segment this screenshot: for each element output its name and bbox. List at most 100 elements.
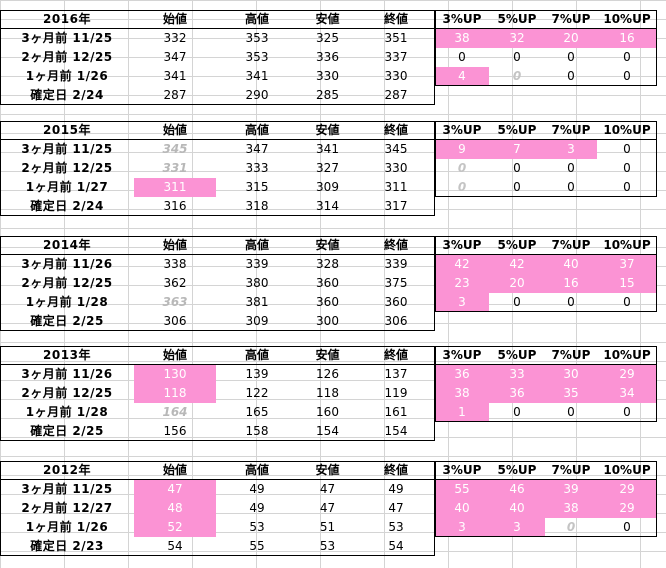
column-header-cell[interactable]: 終値: [383, 123, 408, 137]
value-cell[interactable]: 38: [435, 384, 489, 403]
column-header-cell[interactable]: 10%UP: [603, 348, 651, 362]
value-cell[interactable]: 54: [388, 539, 404, 553]
value-cell[interactable]: 54: [167, 539, 183, 553]
column-header-cell[interactable]: 始値: [162, 123, 187, 137]
value-cell[interactable]: 0: [566, 520, 576, 534]
value-cell[interactable]: [489, 86, 545, 105]
year-header-cell[interactable]: 2015年: [43, 123, 91, 137]
value-cell[interactable]: 126: [316, 367, 339, 381]
column-header-cell[interactable]: 終値: [383, 238, 408, 252]
value-cell[interactable]: 3: [435, 293, 489, 312]
row-label-cell[interactable]: 2ヶ月前 12/25: [21, 276, 113, 290]
value-cell[interactable]: 0: [567, 50, 575, 64]
value-cell[interactable]: 337: [384, 50, 408, 64]
value-cell[interactable]: 0: [457, 180, 467, 194]
value-cell[interactable]: 51: [319, 520, 336, 534]
value-cell[interactable]: 0: [513, 50, 521, 64]
value-cell[interactable]: 336: [316, 50, 339, 64]
value-cell[interactable]: 290: [245, 88, 269, 102]
value-cell[interactable]: 49: [388, 482, 404, 496]
value-cell[interactable]: [597, 312, 657, 331]
value-cell[interactable]: 165: [245, 405, 269, 419]
value-cell[interactable]: 42: [435, 255, 489, 274]
value-cell[interactable]: 47: [319, 501, 336, 515]
value-cell[interactable]: 3: [435, 518, 489, 537]
column-header-cell[interactable]: 3%UP: [442, 238, 482, 252]
value-cell[interactable]: 0: [567, 405, 575, 419]
year-header-cell[interactable]: 2013年: [43, 348, 91, 362]
value-cell[interactable]: 34: [597, 384, 657, 403]
value-cell[interactable]: [545, 86, 597, 105]
value-cell[interactable]: 0: [458, 50, 466, 64]
value-cell[interactable]: 16: [545, 274, 597, 293]
value-cell[interactable]: 29: [597, 480, 657, 499]
value-cell[interactable]: 341: [316, 142, 339, 156]
column-header-cell[interactable]: 5%UP: [497, 463, 537, 477]
value-cell[interactable]: 40: [545, 255, 597, 274]
row-label-cell[interactable]: 1ヶ月前 1/26: [25, 520, 109, 534]
value-cell[interactable]: 40: [489, 499, 545, 518]
column-header-cell[interactable]: 5%UP: [497, 348, 537, 362]
column-header-cell[interactable]: 3%UP: [442, 348, 482, 362]
value-cell[interactable]: [435, 312, 489, 331]
column-header-cell[interactable]: 高値: [244, 12, 269, 26]
value-cell[interactable]: 49: [249, 482, 265, 496]
value-cell[interactable]: 130: [134, 365, 216, 384]
row-label-cell[interactable]: 確定日 2/24: [30, 199, 104, 213]
value-cell[interactable]: 49: [249, 501, 265, 515]
value-cell[interactable]: 330: [384, 69, 408, 83]
row-label-cell[interactable]: 2ヶ月前 12/25: [21, 161, 113, 175]
value-cell[interactable]: 39: [545, 480, 597, 499]
column-header-cell[interactable]: 高値: [244, 348, 269, 362]
value-cell[interactable]: 287: [384, 88, 408, 102]
value-cell[interactable]: [435, 537, 489, 556]
value-cell[interactable]: 0: [512, 69, 522, 83]
column-header-cell[interactable]: 7%UP: [551, 463, 591, 477]
value-cell[interactable]: [597, 537, 657, 556]
row-label-cell[interactable]: 3ヶ月前 11/25: [21, 31, 113, 45]
column-header-cell[interactable]: 10%UP: [603, 123, 651, 137]
year-header-cell[interactable]: 2012年: [43, 463, 91, 477]
value-cell[interactable]: [545, 312, 597, 331]
value-cell[interactable]: 154: [384, 424, 408, 438]
value-cell[interactable]: [597, 86, 657, 105]
value-cell[interactable]: [435, 197, 489, 216]
column-header-cell[interactable]: 10%UP: [603, 12, 651, 26]
row-label-cell[interactable]: 1ヶ月前 1/28: [25, 295, 109, 309]
value-cell[interactable]: 40: [435, 499, 489, 518]
value-cell[interactable]: [435, 422, 489, 441]
row-label-cell[interactable]: 確定日 2/23: [30, 539, 104, 553]
value-cell[interactable]: 30: [545, 365, 597, 384]
value-cell[interactable]: 119: [384, 386, 408, 400]
value-cell[interactable]: 330: [384, 161, 408, 175]
column-header-cell[interactable]: 安値: [315, 238, 340, 252]
value-cell[interactable]: 38: [545, 499, 597, 518]
value-cell[interactable]: 347: [163, 50, 187, 64]
value-cell[interactable]: [597, 197, 657, 216]
value-cell[interactable]: 332: [163, 31, 187, 45]
value-cell[interactable]: 53: [388, 520, 404, 534]
column-header-cell[interactable]: 7%UP: [551, 238, 591, 252]
column-header-cell[interactable]: 安値: [315, 348, 340, 362]
value-cell[interactable]: 345: [384, 142, 408, 156]
value-cell[interactable]: 137: [384, 367, 408, 381]
row-label-cell[interactable]: 確定日 2/25: [30, 424, 104, 438]
value-cell[interactable]: 36: [435, 365, 489, 384]
column-header-cell[interactable]: 終値: [383, 12, 408, 26]
value-cell[interactable]: 360: [316, 276, 339, 290]
value-cell[interactable]: 48: [134, 499, 216, 518]
value-cell[interactable]: 55: [435, 480, 489, 499]
value-cell[interactable]: 333: [245, 161, 269, 175]
year-header-cell[interactable]: 2016年: [43, 12, 91, 26]
value-cell[interactable]: 36: [489, 384, 545, 403]
value-cell[interactable]: [545, 422, 597, 441]
column-header-cell[interactable]: 安値: [315, 12, 340, 26]
value-cell[interactable]: 7: [489, 140, 545, 159]
value-cell[interactable]: 9: [435, 140, 489, 159]
value-cell[interactable]: 306: [384, 314, 408, 328]
value-cell[interactable]: 309: [245, 314, 269, 328]
value-cell[interactable]: 311: [384, 180, 408, 194]
column-header-cell[interactable]: 3%UP: [442, 123, 482, 137]
value-cell[interactable]: 0: [623, 161, 631, 175]
value-cell[interactable]: 4: [435, 67, 489, 86]
